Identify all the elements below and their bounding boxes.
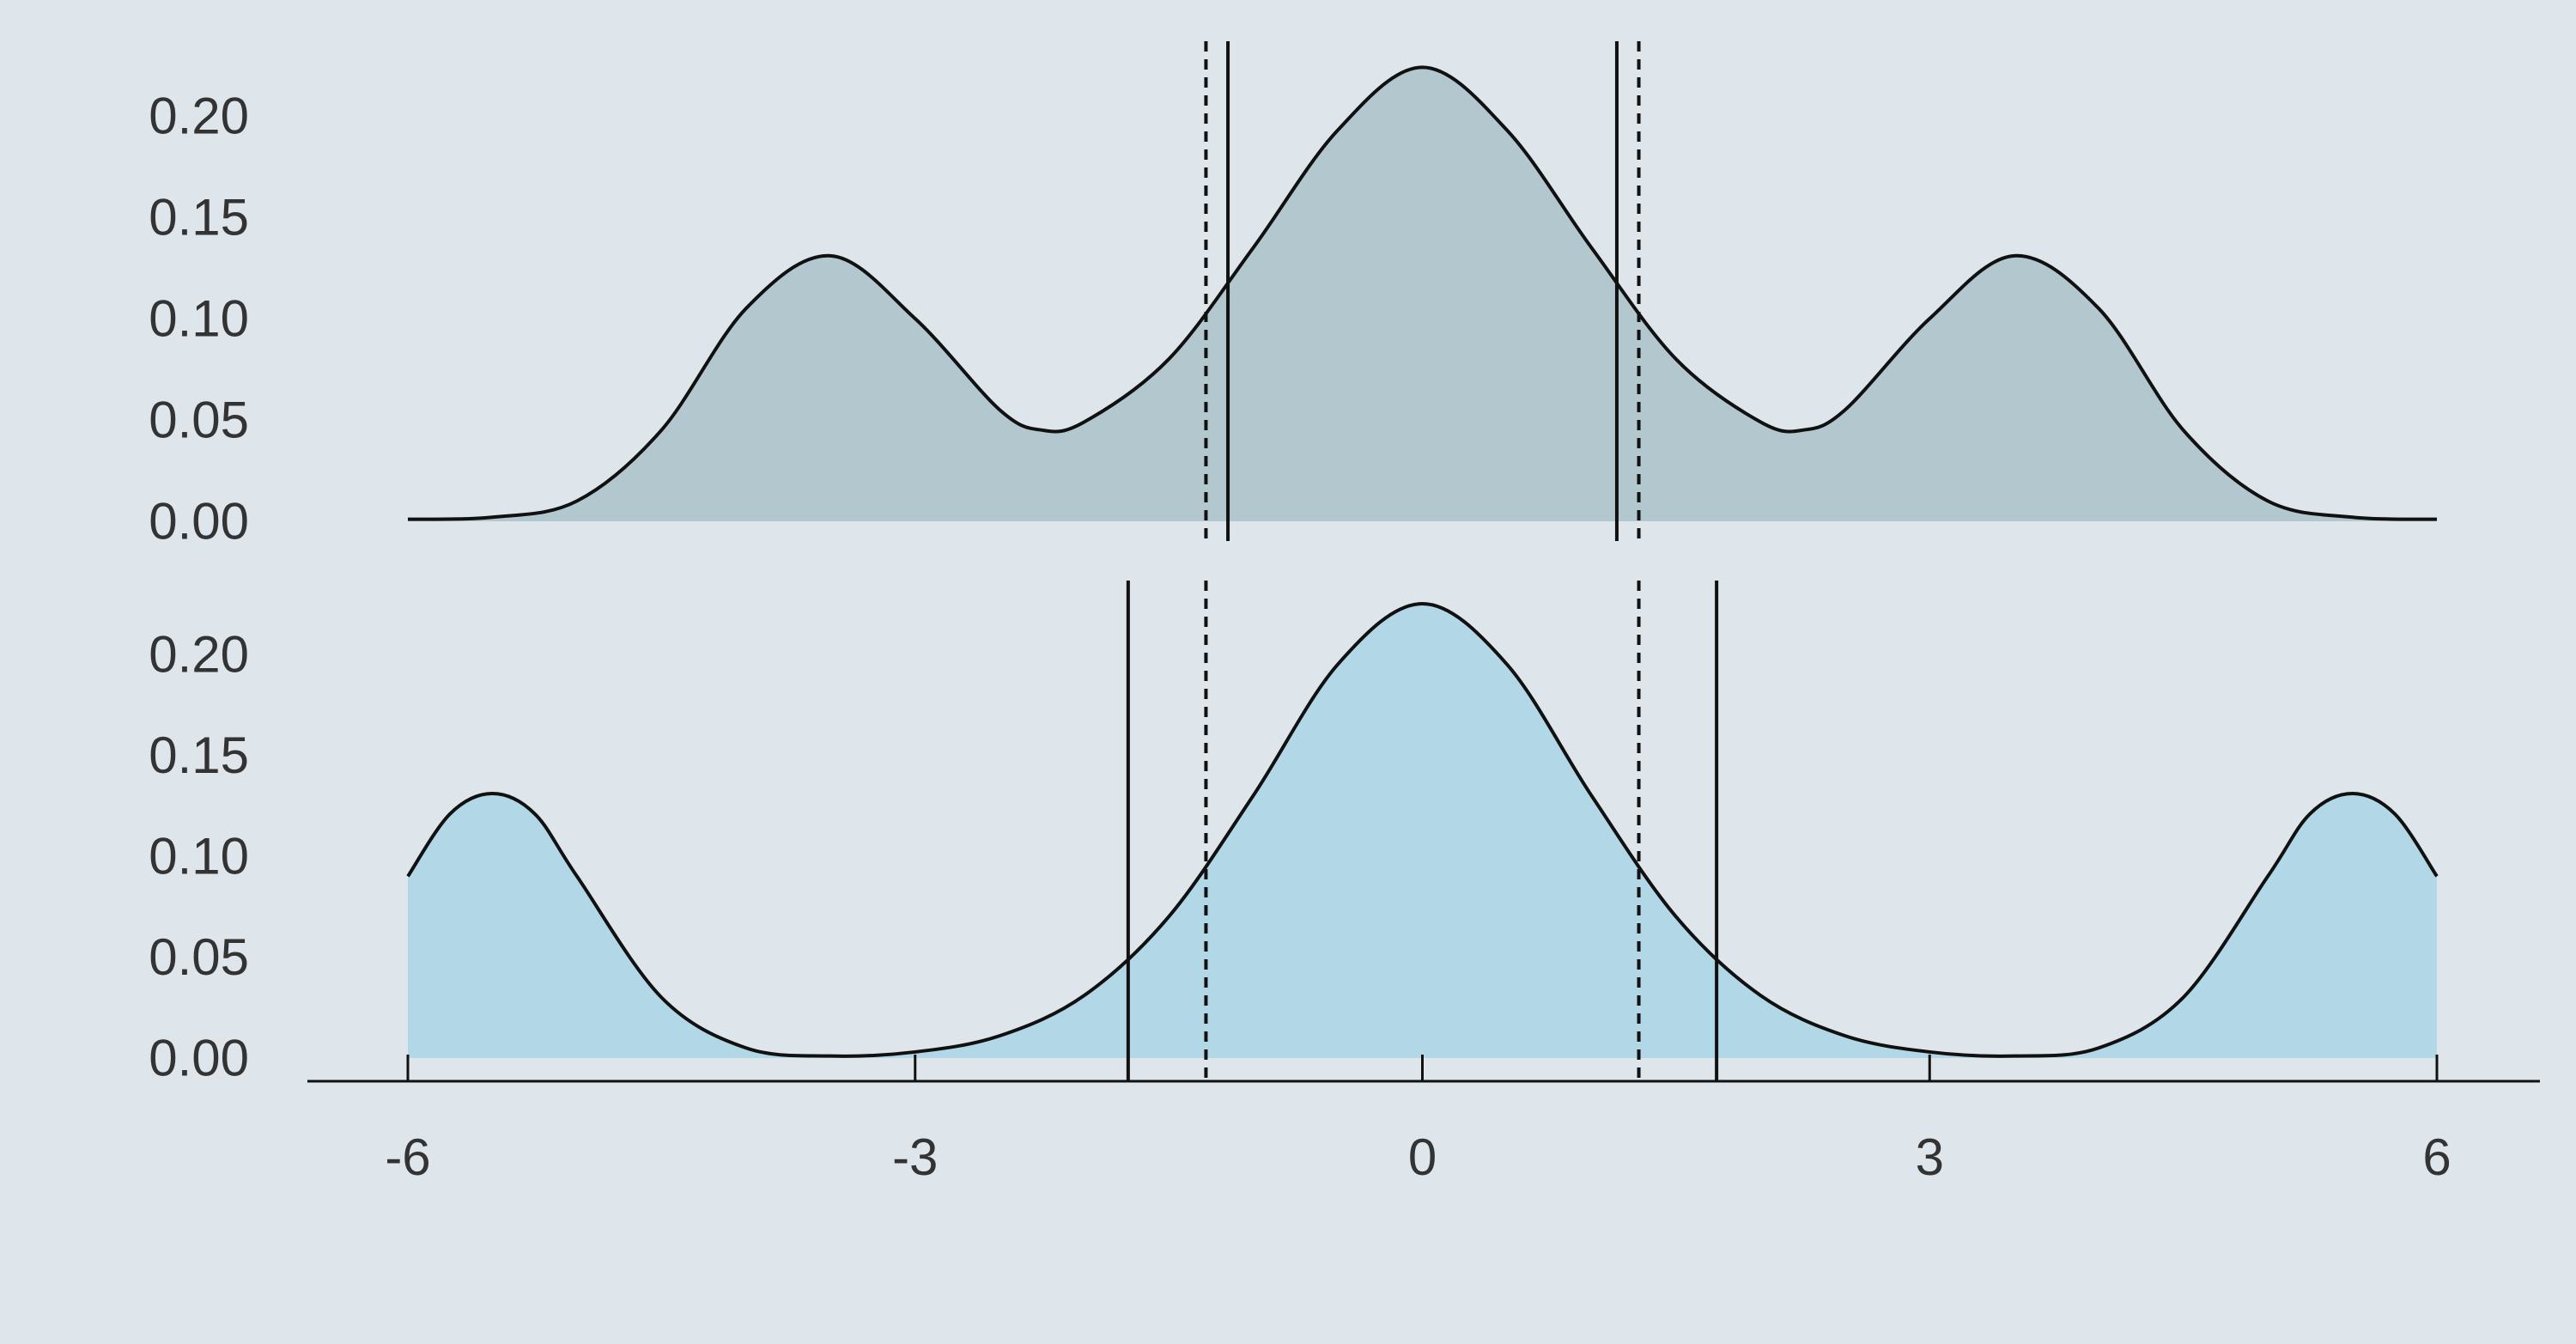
bottom-y-tick-label: 0.10 bbox=[149, 827, 249, 885]
top-y-tick-label: 0.00 bbox=[149, 493, 249, 550]
top-y-tick-label: 0.15 bbox=[149, 189, 249, 246]
x-tick-label: 3 bbox=[1916, 1128, 1944, 1186]
x-tick-label: -6 bbox=[385, 1128, 430, 1186]
x-axis: -6 -3 0 3 6 bbox=[307, 1055, 2540, 1186]
top-y-tick-label: 0.05 bbox=[149, 392, 249, 449]
panel-bottom: 0.00 0.05 0.10 0.15 0.20 bbox=[149, 581, 2439, 1087]
bottom-y-tick-label: 0.00 bbox=[149, 1030, 249, 1087]
x-tick-label: -3 bbox=[892, 1128, 938, 1186]
x-tick-label: 0 bbox=[1408, 1128, 1437, 1186]
top-density-line bbox=[407, 65, 2438, 521]
top-y-tick-label: 0.20 bbox=[149, 88, 249, 145]
x-tick-label: 6 bbox=[2422, 1128, 2451, 1186]
bottom-y-tick-label: 0.05 bbox=[149, 928, 249, 986]
bottom-density-line bbox=[406, 601, 2439, 1058]
bottom-y-tick-label: 0.20 bbox=[149, 625, 249, 683]
bottom-y-tick-label: 0.15 bbox=[149, 727, 249, 784]
top-y-tick-label: 0.10 bbox=[149, 290, 249, 348]
top-density-area bbox=[408, 67, 2437, 522]
bottom-density-area bbox=[408, 604, 2437, 1058]
panel-top: 0.00 0.05 0.10 0.15 0.20 bbox=[149, 41, 2438, 550]
